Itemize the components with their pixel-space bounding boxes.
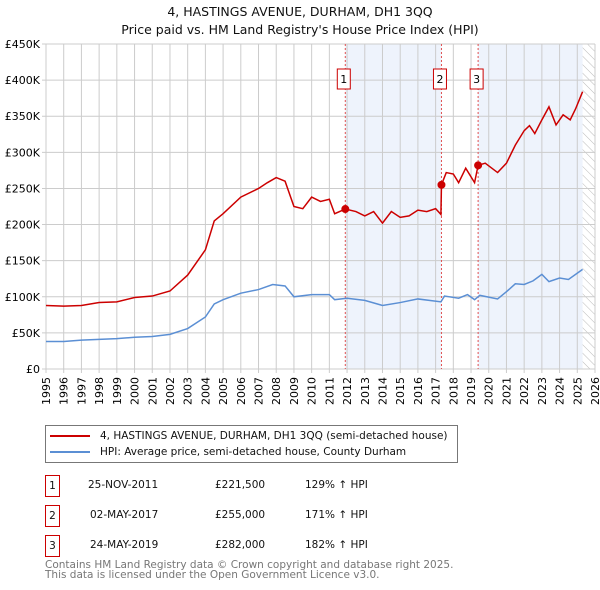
sale-marker-box xyxy=(336,68,351,90)
legend-swatch-blue xyxy=(50,451,90,453)
y-tick-label: £400K xyxy=(5,74,41,87)
legend-item-property: 4, HASTINGS AVENUE, DURHAM, DH1 3QQ (sem… xyxy=(50,430,448,442)
sale-date: 25-NOV-2011 xyxy=(88,479,159,491)
x-tick-label: 2006 xyxy=(235,377,248,405)
sale-point xyxy=(437,180,446,189)
sale-badge: 1 xyxy=(45,475,60,497)
y-tick-label: £150K xyxy=(5,255,41,268)
sale-badge: 2 xyxy=(45,505,60,527)
x-tick-label: 2021 xyxy=(500,377,513,405)
x-tick-label: 2016 xyxy=(412,377,425,405)
x-tick-label: 1998 xyxy=(93,377,106,405)
y-tick-label: £300K xyxy=(5,146,41,159)
series-line xyxy=(46,268,584,343)
x-tick-label: 2008 xyxy=(270,377,283,405)
chart-title: 4, HASTINGS AVENUE, DURHAM, DH1 3QQ xyxy=(167,4,433,19)
y-tick-label: £350K xyxy=(5,110,41,123)
legend-label: 4, HASTINGS AVENUE, DURHAM, DH1 3QQ (sem… xyxy=(100,430,448,442)
table-row: 3 24-MAY-2019 £282,000 182% ↑ HPI xyxy=(45,535,465,557)
sale-price: £221,500 xyxy=(215,479,266,491)
x-tick-label: 2018 xyxy=(447,377,460,405)
x-tick-label: 2013 xyxy=(359,377,372,405)
x-tick-label: 1995 xyxy=(40,377,53,405)
shaded-region xyxy=(345,44,442,369)
shaded-region xyxy=(478,44,583,369)
x-tick-label: 2003 xyxy=(182,377,195,405)
sale-badge: 3 xyxy=(45,535,60,557)
table-row: 1 25-NOV-2011 £221,500 129% ↑ HPI xyxy=(45,475,465,497)
legend-label: HPI: Average price, semi-detached house,… xyxy=(100,446,407,458)
sale-marker-box xyxy=(432,68,447,90)
sale-date: 24-MAY-2019 xyxy=(90,539,159,551)
footer: Contains HM Land Registry data © Crown c… xyxy=(45,559,454,581)
sale-hpi: 171% ↑ HPI xyxy=(305,509,368,521)
y-tick-label: £0 xyxy=(26,363,40,376)
x-tick-label: 2017 xyxy=(430,377,443,405)
x-tick-label: 1997 xyxy=(75,377,88,405)
sale-price: £255,000 xyxy=(215,509,266,521)
table-row: 2 02-MAY-2017 £255,000 171% ↑ HPI xyxy=(45,505,465,527)
y-tick-label: £100K xyxy=(5,291,41,304)
x-tick-label: 2005 xyxy=(217,377,230,405)
sale-point xyxy=(474,161,483,170)
x-tick-label: 2011 xyxy=(323,377,336,405)
x-tick-label: 2023 xyxy=(536,377,549,405)
sale-point xyxy=(341,205,350,214)
sale-date: 02-MAY-2017 xyxy=(90,509,159,521)
legend: 4, HASTINGS AVENUE, DURHAM, DH1 3QQ (sem… xyxy=(45,425,458,463)
x-tick-label: 2020 xyxy=(483,377,496,405)
x-tick-label: 2004 xyxy=(199,377,212,405)
sale-price: £282,000 xyxy=(215,539,266,551)
series-line xyxy=(45,91,584,307)
x-tick-label: 2014 xyxy=(376,377,389,405)
x-tick-label: 1999 xyxy=(111,377,124,405)
sale-hpi: 182% ↑ HPI xyxy=(305,539,368,551)
x-tick-label: 2022 xyxy=(518,377,531,405)
x-tick-label: 2000 xyxy=(129,377,142,405)
sale-marker-label: 2 xyxy=(436,73,443,86)
chart-subtitle: Price paid vs. HM Land Registry's House … xyxy=(121,22,479,37)
x-tick-label: 2025 xyxy=(571,377,584,405)
x-tick-label: 2007 xyxy=(253,377,266,405)
x-tick-label: 2010 xyxy=(306,377,319,405)
x-tick-label: 2015 xyxy=(394,377,407,405)
sale-marker-box xyxy=(469,68,484,90)
x-tick-label: 2002 xyxy=(164,377,177,405)
y-tick-label: £250K xyxy=(5,182,41,195)
x-tick-label: 2026 xyxy=(589,377,600,405)
sale-marker-label: 3 xyxy=(473,73,480,86)
legend-swatch-red xyxy=(50,435,90,437)
x-tick-label: 2012 xyxy=(341,377,354,405)
y-tick-label: £450K xyxy=(5,38,41,51)
x-tick-label: 2009 xyxy=(288,377,301,405)
sale-marker-label: 1 xyxy=(340,73,347,86)
y-tick-label: £200K xyxy=(5,219,41,232)
line-chart: 1995 1996 1997 1998 1999 2000 2001 2002 2003 2004… xyxy=(5,38,600,405)
legend-item-hpi: HPI: Average price, semi-detached house,… xyxy=(50,446,406,458)
footer-copyright: Contains HM Land Registry data © Crown c… xyxy=(45,559,454,571)
sale-hpi: 129% ↑ HPI xyxy=(305,479,368,491)
y-tick-label: £50K xyxy=(12,327,41,340)
x-tick-label: 2001 xyxy=(146,377,159,405)
x-tick-label: 2019 xyxy=(465,377,478,405)
footer-licence: This data is licensed under the Open Gov… xyxy=(45,569,380,581)
x-tick-label: 1996 xyxy=(58,377,71,405)
forecast-hatch xyxy=(582,44,595,369)
x-tick-label: 2024 xyxy=(554,377,567,405)
